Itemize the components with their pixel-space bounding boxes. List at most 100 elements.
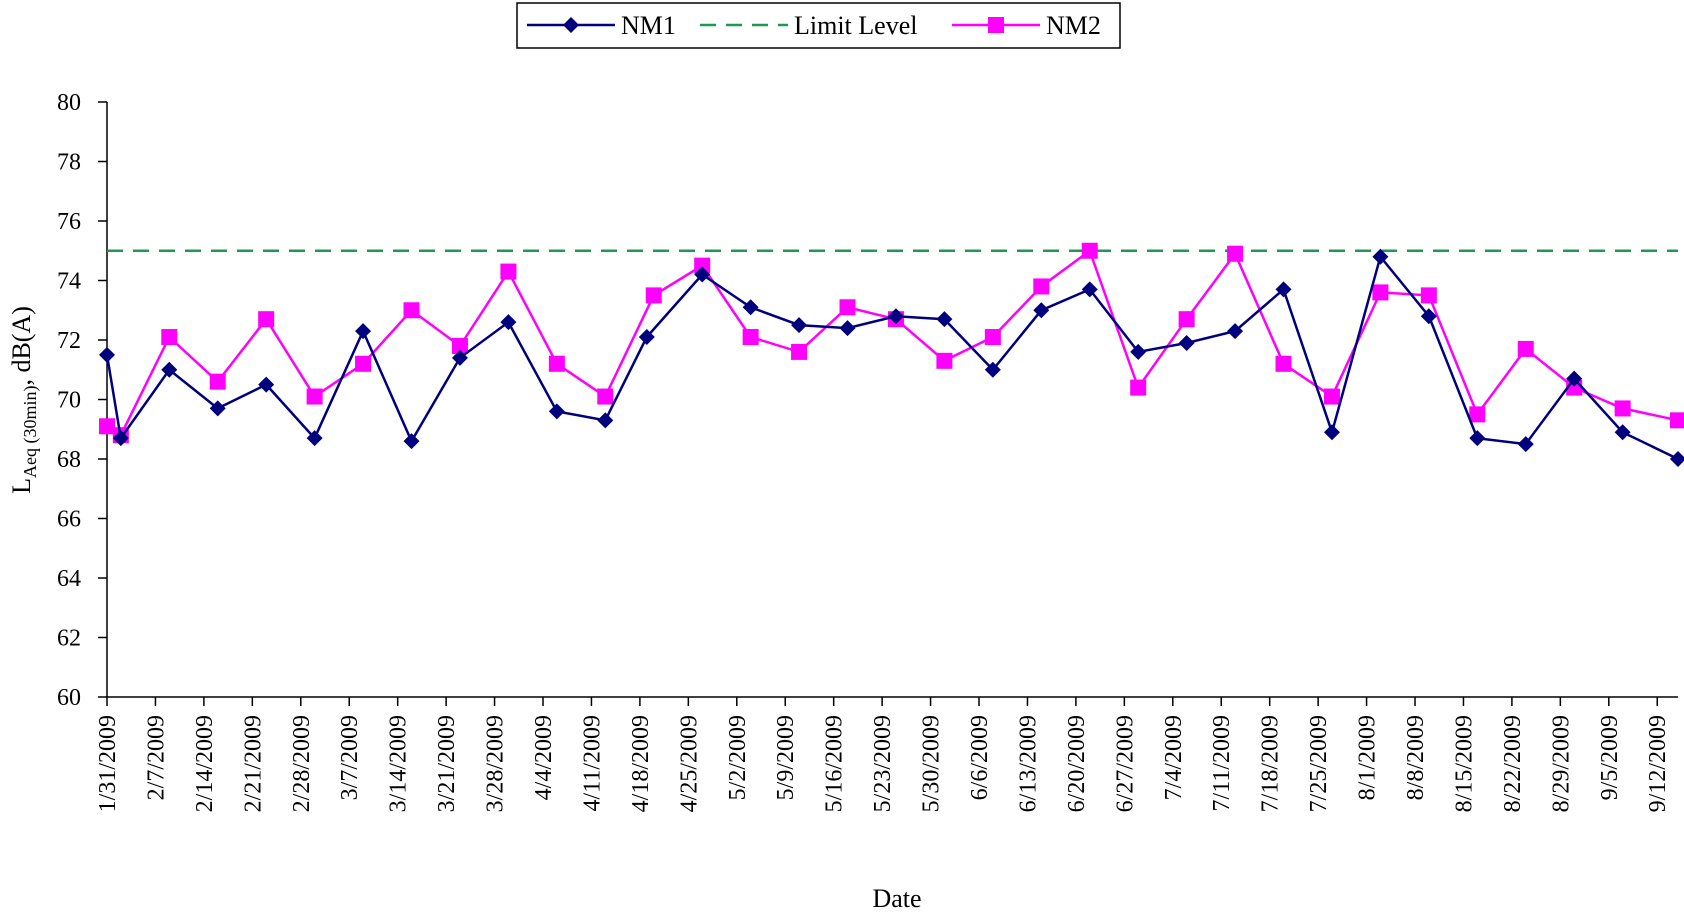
y-tick-label: 60 xyxy=(57,685,81,711)
x-tick-label: 8/1/2009 xyxy=(1355,715,1381,800)
x-tick-label: 3/7/2009 xyxy=(337,715,363,800)
data-point xyxy=(1323,424,1340,441)
y-tick-label: 68 xyxy=(57,447,81,473)
data-point xyxy=(161,329,178,346)
x-tick-label: 3/21/2009 xyxy=(434,715,460,812)
data-point xyxy=(306,430,323,447)
data-point xyxy=(984,329,1001,346)
data-point xyxy=(99,346,115,363)
legend-label: NM2 xyxy=(1046,11,1101,40)
data-point xyxy=(1130,343,1147,360)
y-tick-label: 66 xyxy=(57,507,81,533)
x-tick-label: 8/22/2009 xyxy=(1500,715,1526,812)
x-tick-label: 9/5/2009 xyxy=(1597,715,1623,800)
series-nm1 xyxy=(99,248,1684,467)
data-point xyxy=(597,388,614,405)
series-nm2 xyxy=(99,242,1684,444)
x-tick-label: 7/18/2009 xyxy=(1258,715,1284,812)
data-point xyxy=(1227,245,1244,262)
data-point xyxy=(1275,355,1292,372)
x-tick-label: 4/4/2009 xyxy=(531,715,557,800)
legend-marker xyxy=(988,17,1004,33)
data-point xyxy=(791,317,808,334)
legend-label: Limit Level xyxy=(794,11,917,40)
y-tick-label: 78 xyxy=(57,150,81,176)
data-point xyxy=(1323,388,1340,405)
y-tick-label: 64 xyxy=(57,566,81,592)
y-tick-label: 76 xyxy=(57,209,81,235)
data-point xyxy=(1420,308,1437,325)
x-tick-label: 5/9/2009 xyxy=(773,715,799,800)
data-point xyxy=(403,433,420,450)
x-tick-label: 5/2/2009 xyxy=(725,715,751,800)
data-point xyxy=(1372,248,1389,265)
x-tick-label: 2/21/2009 xyxy=(240,715,266,812)
data-point xyxy=(1517,340,1534,357)
data-point xyxy=(791,343,808,360)
data-point xyxy=(355,323,372,340)
x-tick-label: 7/4/2009 xyxy=(1161,715,1187,800)
x-tick-label: 8/8/2009 xyxy=(1403,715,1429,800)
data-point xyxy=(451,337,468,354)
y-axis-title-tail: , dB(A) xyxy=(7,306,36,385)
x-axis-title: Date xyxy=(872,884,921,913)
data-point xyxy=(694,257,711,274)
data-point xyxy=(984,361,1001,378)
data-point xyxy=(1614,424,1631,441)
series-line xyxy=(105,254,1679,461)
y-axis-title: LAeq (30min), dB(A) xyxy=(7,306,41,494)
x-tick-label: 7/25/2009 xyxy=(1306,715,1332,812)
x-tick-label: 3/14/2009 xyxy=(386,715,412,812)
plot-area xyxy=(99,242,1684,467)
x-tick-label: 5/23/2009 xyxy=(870,715,896,812)
data-point xyxy=(839,299,856,316)
data-point xyxy=(403,302,420,319)
data-point xyxy=(500,263,517,280)
y-tick-label: 62 xyxy=(57,626,81,652)
data-point xyxy=(1130,379,1147,396)
data-point xyxy=(936,311,953,328)
data-point xyxy=(936,352,953,369)
data-point xyxy=(1227,323,1244,340)
x-tick-label: 6/6/2009 xyxy=(967,715,993,800)
x-axis: 1/31/2009 2/7/2009 2/14/2009 2/21/2009 2/28/… xyxy=(95,696,1678,812)
data-point xyxy=(1033,302,1050,319)
x-tick-label: 3/28/2009 xyxy=(483,715,509,812)
data-point xyxy=(209,373,226,390)
data-point xyxy=(500,314,517,331)
data-point xyxy=(1033,278,1050,295)
y-axis: 60 62 64 66 68 70 72 74 76 78 80 xyxy=(57,90,108,711)
data-point xyxy=(258,311,275,328)
y-axis-title-sub: Aeq (30min) xyxy=(20,386,41,478)
data-point xyxy=(548,403,565,420)
x-tick-label: 5/16/2009 xyxy=(822,715,848,812)
x-tick-label: 2/14/2009 xyxy=(192,715,218,812)
data-point xyxy=(694,266,711,283)
x-tick-label: 7/11/2009 xyxy=(1209,715,1235,811)
data-point xyxy=(1081,242,1098,259)
legend-item-nm1: NM1 xyxy=(527,11,676,40)
y-tick-label: 72 xyxy=(57,328,81,354)
x-tick-label: 8/29/2009 xyxy=(1548,715,1574,812)
y-tick-label: 80 xyxy=(57,90,81,116)
y-tick-label: 70 xyxy=(57,388,81,414)
data-point xyxy=(597,412,614,429)
data-point xyxy=(1670,451,1684,467)
data-point xyxy=(742,299,759,316)
x-tick-label: 8/15/2009 xyxy=(1451,715,1477,812)
data-point xyxy=(1178,334,1195,351)
data-point xyxy=(1469,430,1486,447)
data-point xyxy=(306,388,323,405)
series-line xyxy=(106,248,1679,438)
data-point xyxy=(645,287,662,304)
x-tick-label: 4/25/2009 xyxy=(676,715,702,812)
data-point xyxy=(209,400,226,417)
data-point xyxy=(1372,284,1389,301)
data-point xyxy=(355,355,372,372)
data-point xyxy=(638,329,655,346)
data-point xyxy=(1275,281,1292,298)
x-tick-label: 6/20/2009 xyxy=(1064,715,1090,812)
legend-label: NM1 xyxy=(621,11,676,40)
data-point xyxy=(112,430,129,447)
